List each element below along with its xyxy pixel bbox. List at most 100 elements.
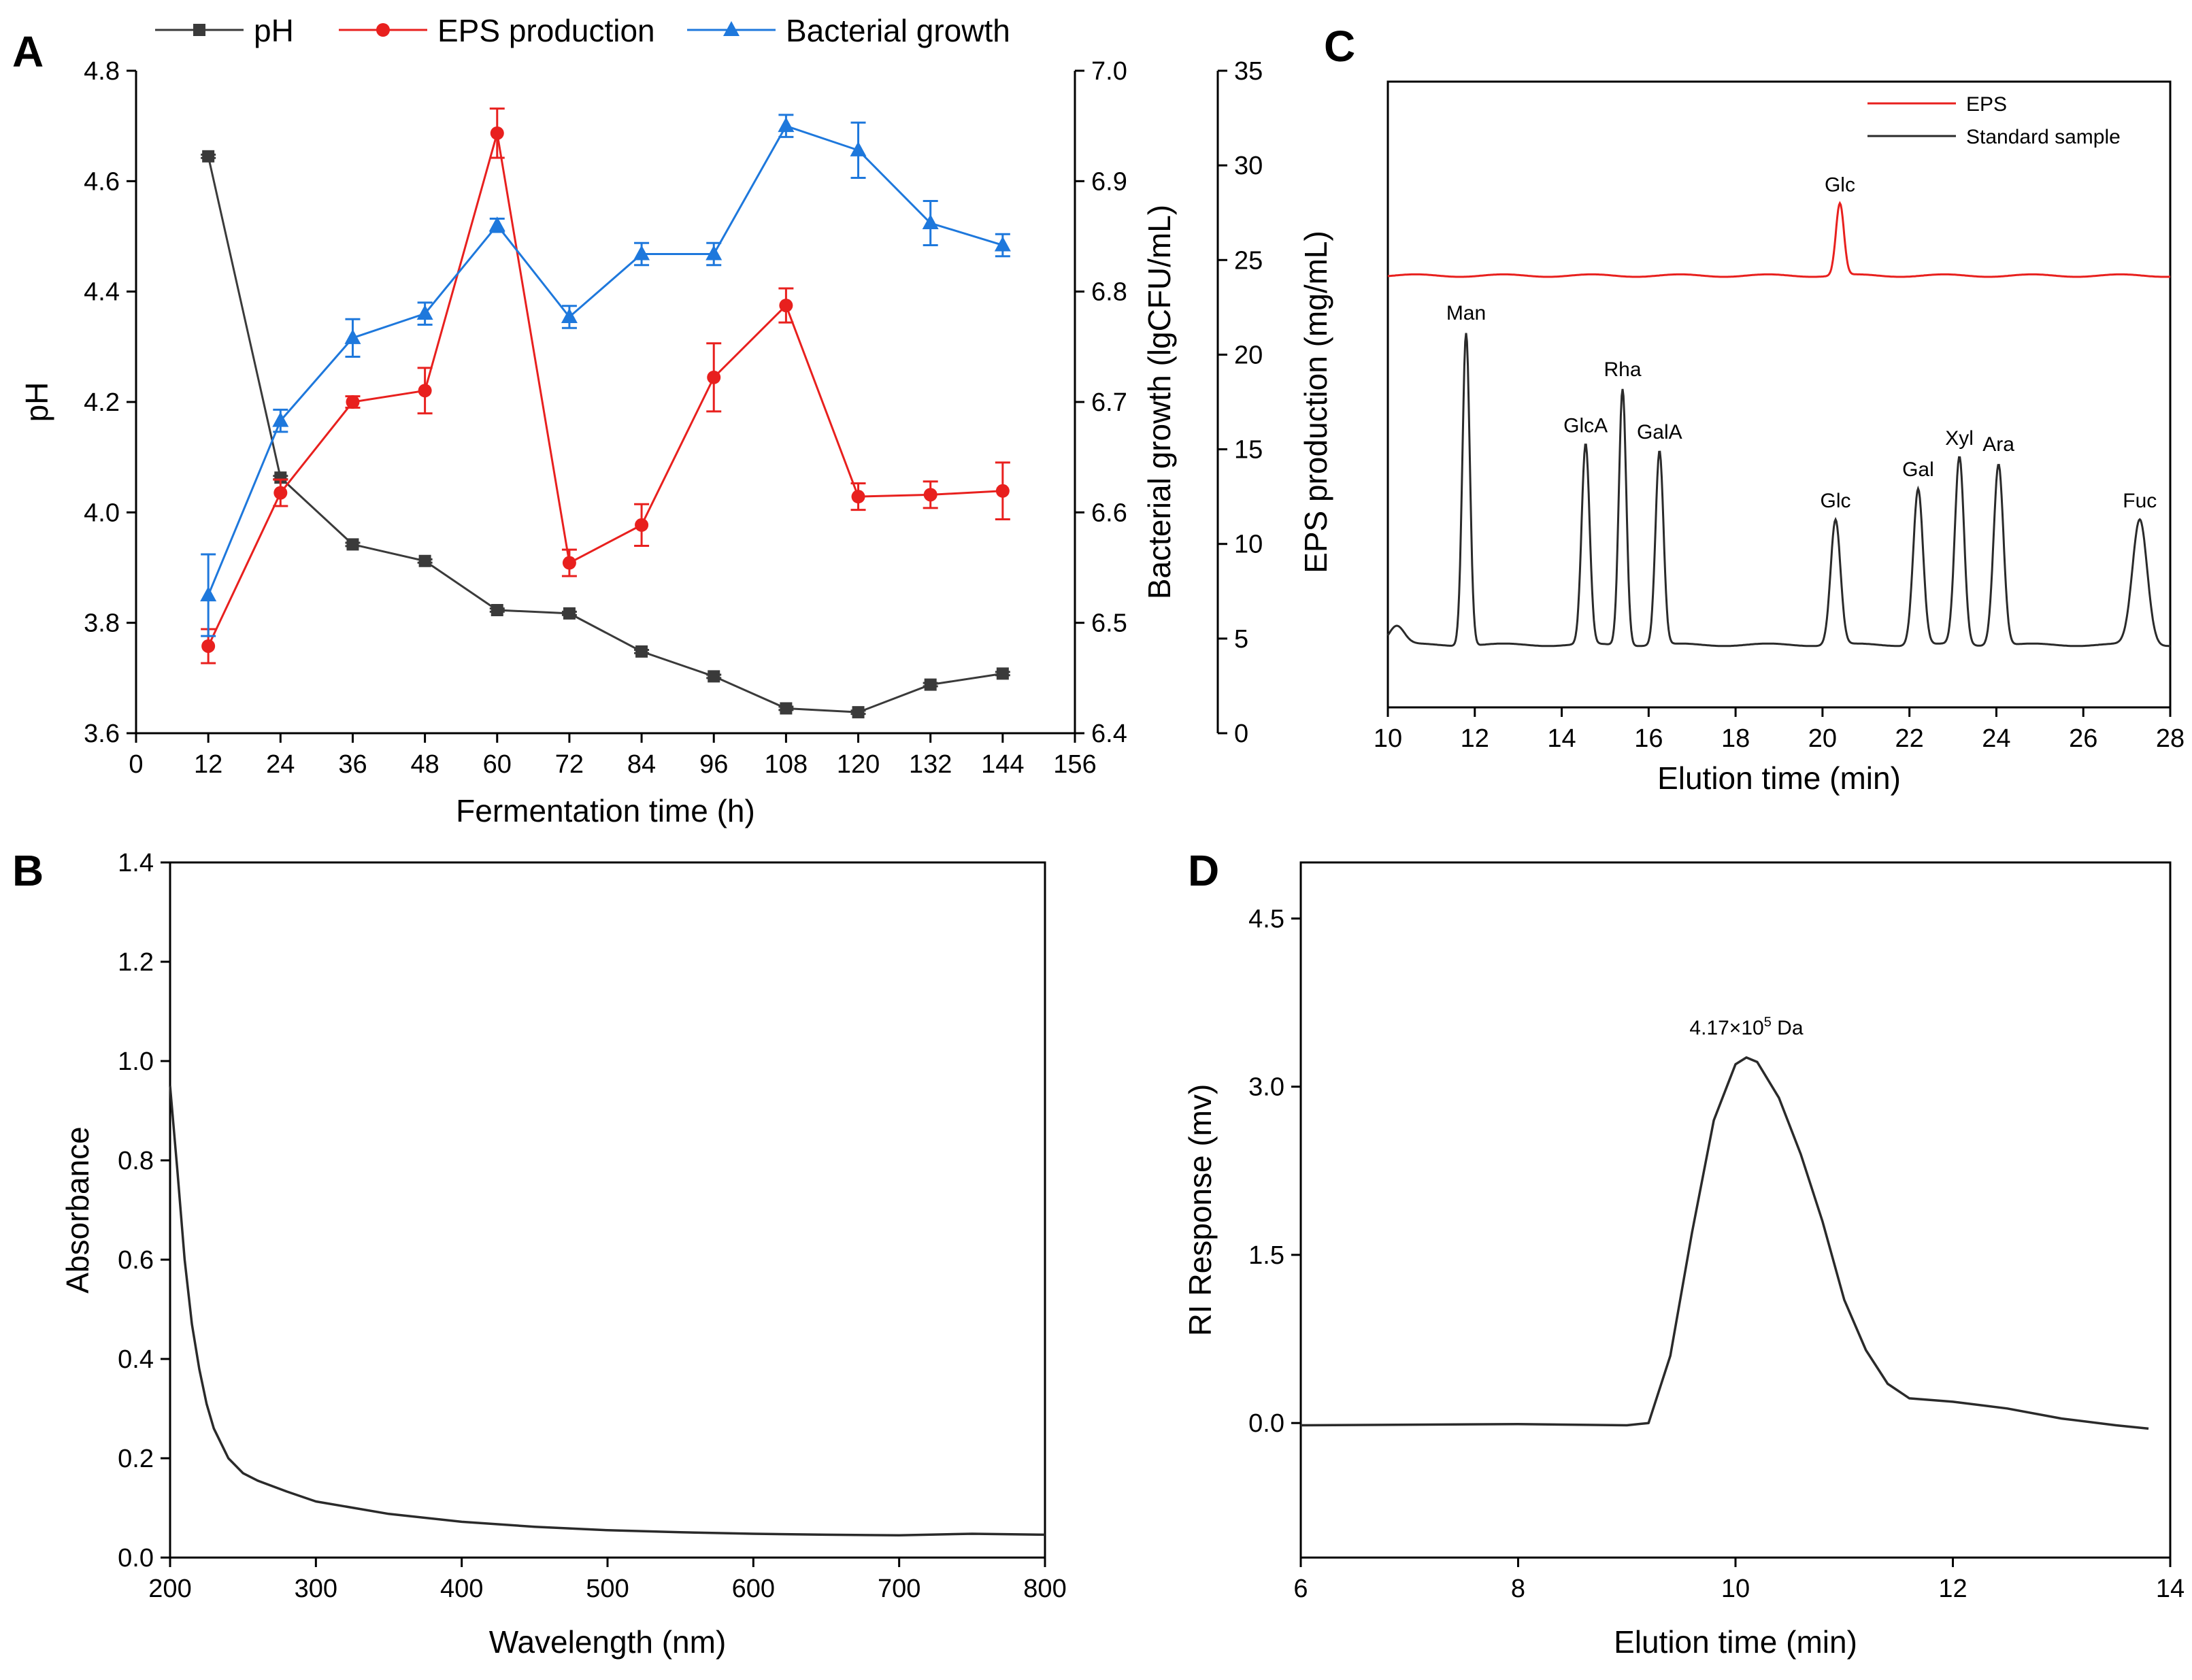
data-point-0-9 [852, 706, 865, 719]
legend-label-c-1: Standard sample [1966, 126, 2121, 148]
data-point-0-6 [635, 645, 648, 658]
panel-d-ytick-label-0: 0.0 [1248, 1409, 1284, 1438]
series-line-d [1300, 1056, 2149, 1430]
panel-a-ph-tick-label-4: 4.4 [84, 278, 120, 307]
panel-a-ph-tick-label-2: 4.0 [84, 499, 120, 527]
panel-b-xtick-label-2: 400 [440, 1575, 483, 1603]
panel-c-xtick-label-6: 22 [1895, 724, 1924, 753]
panel-a-xtick-label-7: 84 [627, 750, 656, 779]
legend-marker-1 [376, 23, 390, 37]
data-point-0-11 [996, 667, 1009, 680]
panel-b-ytick-label-5: 1.0 [118, 1047, 154, 1076]
panel-c-x-axis-label: Elution time (min) [1657, 760, 1901, 796]
legend-marker-0 [193, 24, 205, 36]
peak-label-1-6: Xyl [1945, 427, 1974, 450]
panel-b-ytick-label-2: 0.4 [118, 1345, 154, 1374]
panel-d-ytick-label-1: 1.5 [1248, 1241, 1284, 1270]
data-point-0-0 [202, 150, 215, 163]
panel-label-d: D [1188, 846, 1219, 895]
panel-a-eps-tick-label-2: 10 [1234, 531, 1263, 559]
panel-a-xtick-label-12: 144 [981, 750, 1024, 779]
data-point-1-8 [779, 299, 793, 313]
panel-c-xtick-label-9: 28 [2156, 724, 2185, 753]
panel-a-ph-tick-label-6: 4.8 [84, 57, 120, 86]
panel-label-b: B [12, 846, 44, 895]
panel-a-ph-tick-label-5: 4.6 [84, 167, 120, 196]
data-point-2-5 [561, 308, 578, 324]
panel-a-eps-tick-label-7: 35 [1234, 57, 1263, 86]
panel-d-xtick-label-4: 14 [2156, 1575, 2185, 1603]
panel-a-eps-tick-label-0: 0 [1234, 720, 1248, 748]
panel-a-ph-axis-label: pH [19, 382, 54, 422]
panel-c-xtick-label-3: 16 [1634, 724, 1663, 753]
panel-b-y-axis-label: Absorbance [60, 1126, 95, 1294]
panel-a-xtick-label-11: 132 [909, 750, 952, 779]
panel-c-frame [1386, 80, 2172, 709]
panel-d-y-axis-label: RI Response (mv) [1182, 1084, 1218, 1337]
panel-d-xtick-label-3: 12 [1938, 1575, 1967, 1603]
panel-a-eps-tick-label-3: 15 [1234, 436, 1263, 465]
data-point-2-1 [272, 411, 289, 427]
panel-a-growth-tick-label-4: 6.8 [1091, 278, 1127, 307]
data-point-2-2 [344, 329, 361, 344]
series-line-1 [207, 133, 1003, 647]
panel-b-ytick-label-4: 0.8 [118, 1147, 154, 1175]
data-point-1-7 [707, 370, 721, 384]
panel-label-a: A [12, 27, 44, 76]
data-point-0-2 [346, 538, 359, 551]
panel-b-ytick-label-6: 1.2 [118, 948, 154, 977]
data-point-1-6 [635, 518, 649, 532]
panel-a-ph-tick-label-0: 3.6 [84, 720, 120, 748]
peak-label-1-2: Rha [1604, 358, 1641, 381]
panel-c-xtick-label-1: 12 [1461, 724, 1489, 753]
panel-a-x-axis-label: Fermentation time (h) [456, 793, 755, 828]
chart-panel-c: 10 12 14 16 18 20 22 24 26 28 Elution time (min) Gl… [1374, 80, 2185, 796]
panel-a-ph-tick-label-1: 3.8 [84, 609, 120, 638]
panel-c-xtick-label-8: 26 [2069, 724, 2097, 753]
data-point-0-5 [563, 607, 576, 620]
series-line-c-1 [1386, 333, 2170, 648]
panel-a-eps-tick-label-1: 5 [1234, 625, 1248, 654]
data-point-2-9 [850, 141, 867, 156]
peak-label-1-5: Gal [1902, 458, 1934, 481]
panel-a-eps-tick-label-5: 25 [1234, 246, 1263, 275]
panel-b-xtick-label-0: 200 [148, 1575, 191, 1603]
panel-a-growth-tick-label-5: 6.9 [1091, 167, 1127, 196]
panel-d-xtick-label-2: 10 [1721, 1575, 1750, 1603]
legend-label-1: EPS production [437, 13, 655, 48]
panel-c-xtick-label-2: 14 [1547, 724, 1576, 753]
panel-a-xtick-label-4: 48 [410, 750, 439, 779]
data-point-2-11 [994, 236, 1011, 252]
panel-a-eps-tick-label-4: 20 [1234, 341, 1263, 369]
series-line-c-0 [1387, 201, 2170, 278]
panel-a-xtick-label-0: 0 [129, 750, 143, 779]
data-point-0-3 [418, 554, 431, 567]
data-point-2-8 [778, 117, 795, 133]
panel-b-xtick-label-3: 500 [586, 1575, 629, 1603]
data-point-1-9 [851, 490, 865, 504]
panel-d-ytick-label-2: 3.0 [1248, 1073, 1284, 1102]
data-point-1-2 [346, 395, 360, 409]
chart-panel-a: 0 12 24 36 48 60 72 84 96 108 120 132 144 156 Fermenta… [19, 13, 1333, 828]
data-point-2-4 [488, 216, 505, 232]
panel-a-xtick-label-10: 120 [837, 750, 880, 779]
data-point-0-7 [708, 670, 720, 683]
peak-label-0-0: Glc [1825, 173, 1855, 196]
panel-b-ytick-label-1: 0.2 [118, 1445, 154, 1473]
panel-d-frame [1299, 861, 2172, 1559]
panel-d-xtick-label-1: 8 [1511, 1575, 1525, 1603]
data-point-1-3 [418, 384, 432, 398]
series-line-2 [207, 124, 1003, 596]
panel-b-xtick-label-4: 600 [732, 1575, 775, 1603]
panel-b-frame [169, 861, 1046, 1559]
panel-c-xtick-label-0: 10 [1374, 724, 1402, 753]
data-point-2-3 [416, 305, 433, 320]
panel-a-xtick-label-2: 24 [266, 750, 295, 779]
data-point-2-6 [633, 245, 650, 261]
data-point-0-4 [491, 603, 503, 616]
peak-label-1-1: GlcA [1563, 415, 1608, 437]
panel-a-xtick-label-3: 36 [338, 750, 367, 779]
peak-label-1-3: GalA [1637, 421, 1682, 443]
chart-panel-d: 6 8 10 12 14 0.0 1.5 3.0 4.5 Elution time (min) RI… [1182, 861, 2185, 1660]
panel-a-eps-tick-label-6: 30 [1234, 152, 1263, 180]
